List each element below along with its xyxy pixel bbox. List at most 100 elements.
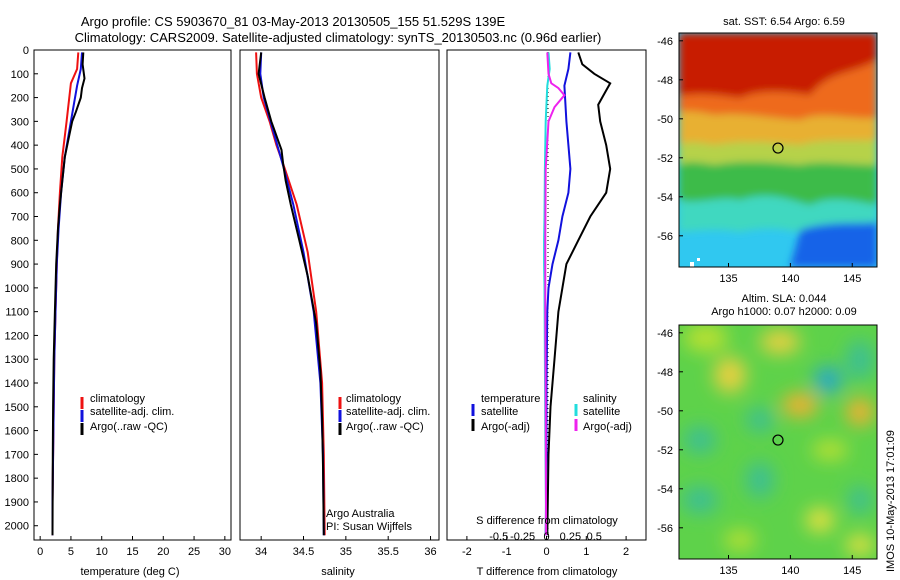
y-tick-label: -46 xyxy=(657,36,673,48)
x-tick-label: 20 xyxy=(157,546,169,558)
x-tick-label: 1 xyxy=(583,546,589,558)
y-tick-label: 1600 xyxy=(5,426,29,438)
y-tick-label: 1300 xyxy=(5,354,29,366)
series-line xyxy=(546,52,612,536)
y-tick-label: -54 xyxy=(657,484,673,496)
series-line xyxy=(255,52,326,536)
y-tick-label: -50 xyxy=(657,406,673,418)
salinity-legend-argo: Argo(..raw -QC) xyxy=(346,421,424,433)
y-tick-label: -52 xyxy=(657,153,673,165)
sst-map-panel: sat. SST: 6.54 Argo: 6.59 135 140 145 xyxy=(657,16,878,285)
argo-position-marker xyxy=(772,142,784,154)
y-tick-label: 0 xyxy=(23,45,29,57)
t-difference-x-label: T difference from climatology xyxy=(477,566,618,578)
x-tick-label: 140 xyxy=(781,273,799,285)
title-line1: Argo profile: CS 5903670_81 03-May-2013 … xyxy=(81,14,506,29)
sst-heatmap xyxy=(679,33,877,267)
difference-panel: -2 -1 0 1 2 -0.5 -0.25 0 0.25 0.5 S difference f… xyxy=(446,49,647,578)
y-tick-label: -48 xyxy=(657,367,673,379)
series-line xyxy=(257,52,325,536)
s-tick-label: 0.25 xyxy=(560,531,581,543)
sla-map-title-line2: Argo h1000: 0.07 h2000: 0.09 xyxy=(711,306,857,318)
legend-t-satellite: satellite xyxy=(481,406,518,418)
y-tick-label: 800 xyxy=(11,235,29,247)
sla-heatmap xyxy=(679,325,877,559)
y-tick-label: 1800 xyxy=(5,473,29,485)
y-tick-label: -56 xyxy=(657,523,673,535)
x-tick-label: 15 xyxy=(126,546,138,558)
temperature-panel: 0 5 10 15 20 25 30 0 100 200 300 400 500 600 700 800 90… xyxy=(5,45,451,578)
s-difference-ticks: -0.5 -0.25 0 0.25 0.5 xyxy=(489,531,602,543)
title-line2: Climatology: CARS2009. Satellite-adjuste… xyxy=(75,30,602,45)
pi-annotation: PI: Susan Wijffels xyxy=(326,521,412,533)
sla-y-ticks: -46 -48 -50 -52 -54 -56 xyxy=(657,328,683,535)
x-tick-label: 35.5 xyxy=(377,546,398,558)
x-tick-label: 140 xyxy=(781,565,799,577)
y-tick-label: 700 xyxy=(11,212,29,224)
x-tick-label: 135 xyxy=(719,565,737,577)
y-tick-label: 1400 xyxy=(5,378,29,390)
x-tick-label: -1 xyxy=(502,546,512,558)
salinity-series-lines xyxy=(255,52,326,536)
legend-s-argo: Argo(-adj) xyxy=(583,421,632,433)
s-tick-label: -0.5 xyxy=(489,531,508,543)
x-tick-label: 2 xyxy=(623,546,629,558)
credit-timestamp: IMOS 10-May-2013 17:01:09 xyxy=(885,430,897,572)
x-tick-label: 145 xyxy=(843,273,861,285)
difference-legend: temperature satellite Argo(-adj) salinit… xyxy=(471,393,632,433)
sst-map-frame xyxy=(678,32,878,268)
argo-australia-annotation: Argo Australia xyxy=(326,508,395,520)
x-tick-label: 0 xyxy=(37,546,43,558)
x-tick-label: 34.5 xyxy=(293,546,314,558)
series-line xyxy=(51,52,86,536)
salinity-legend-satellite: satellite-adj. clim. xyxy=(346,406,430,418)
sst-map-title: sat. SST: 6.54 Argo: 6.59 xyxy=(723,16,845,28)
salinity-x-ticks: 34 34.5 35 35.5 36 xyxy=(255,536,437,558)
temperature-x-label: temperature (deg C) xyxy=(80,566,179,578)
y-tick-label: 2000 xyxy=(5,521,29,533)
temperature-x-ticks: 0 5 10 15 20 25 30 xyxy=(37,536,231,558)
salinity-legend: climatology satellite-adj. clim. Argo(..… xyxy=(338,393,430,435)
temperature-legend-climatology: climatology xyxy=(90,393,146,405)
legend-s-satellite: satellite xyxy=(583,406,620,418)
y-tick-label: -46 xyxy=(657,328,673,340)
x-tick-label: 36 xyxy=(424,546,436,558)
y-tick-label: 100 xyxy=(11,69,29,81)
x-tick-label: 25 xyxy=(188,546,200,558)
series-line xyxy=(544,52,572,536)
sla-map-frame xyxy=(678,324,878,560)
s-tick-label: 0.5 xyxy=(587,531,602,543)
y-tick-label: 1900 xyxy=(5,497,29,509)
y-tick-label: -54 xyxy=(657,192,673,204)
salinity-x-label: salinity xyxy=(321,566,355,578)
x-tick-label: 0 xyxy=(543,546,549,558)
y-tick-label: 1000 xyxy=(5,283,29,295)
x-tick-label: 5 xyxy=(68,546,74,558)
x-tick-label: -2 xyxy=(462,546,472,558)
temperature-legend-satellite: satellite-adj. clim. xyxy=(90,406,174,418)
s-tick-label: 0 xyxy=(543,531,549,543)
legend-title-salinity: salinity xyxy=(583,393,617,405)
argo-position-marker xyxy=(772,434,784,446)
series-line xyxy=(544,52,566,536)
y-tick-label: 600 xyxy=(11,188,29,200)
difference-series-lines xyxy=(543,52,612,536)
legend-title-temperature: temperature xyxy=(481,393,540,405)
salinity-legend-climatology: climatology xyxy=(346,393,402,405)
y-tick-label: 1100 xyxy=(5,307,29,319)
y-tick-label: 1500 xyxy=(5,402,29,414)
s-difference-label: S difference from climatology xyxy=(476,515,618,527)
legend-t-argo: Argo(-adj) xyxy=(481,421,530,433)
salinity-panel: 34 34.5 35 35.5 36 salinity climatology sate… xyxy=(239,49,440,578)
sst-y-ticks: -46 -48 -50 -52 -54 -56 xyxy=(657,36,683,243)
sla-map-title-line1: Altim. SLA: 0.044 xyxy=(742,293,827,305)
y-tick-label: -56 xyxy=(657,231,673,243)
y-tick-label: -50 xyxy=(657,114,673,126)
s-tick-label: -0.25 xyxy=(510,531,535,543)
x-tick-label: 10 xyxy=(96,546,108,558)
y-tick-label: 1200 xyxy=(5,330,29,342)
y-tick-label: 300 xyxy=(11,116,29,128)
y-tick-label: -52 xyxy=(657,445,673,457)
x-tick-label: 35 xyxy=(340,546,352,558)
